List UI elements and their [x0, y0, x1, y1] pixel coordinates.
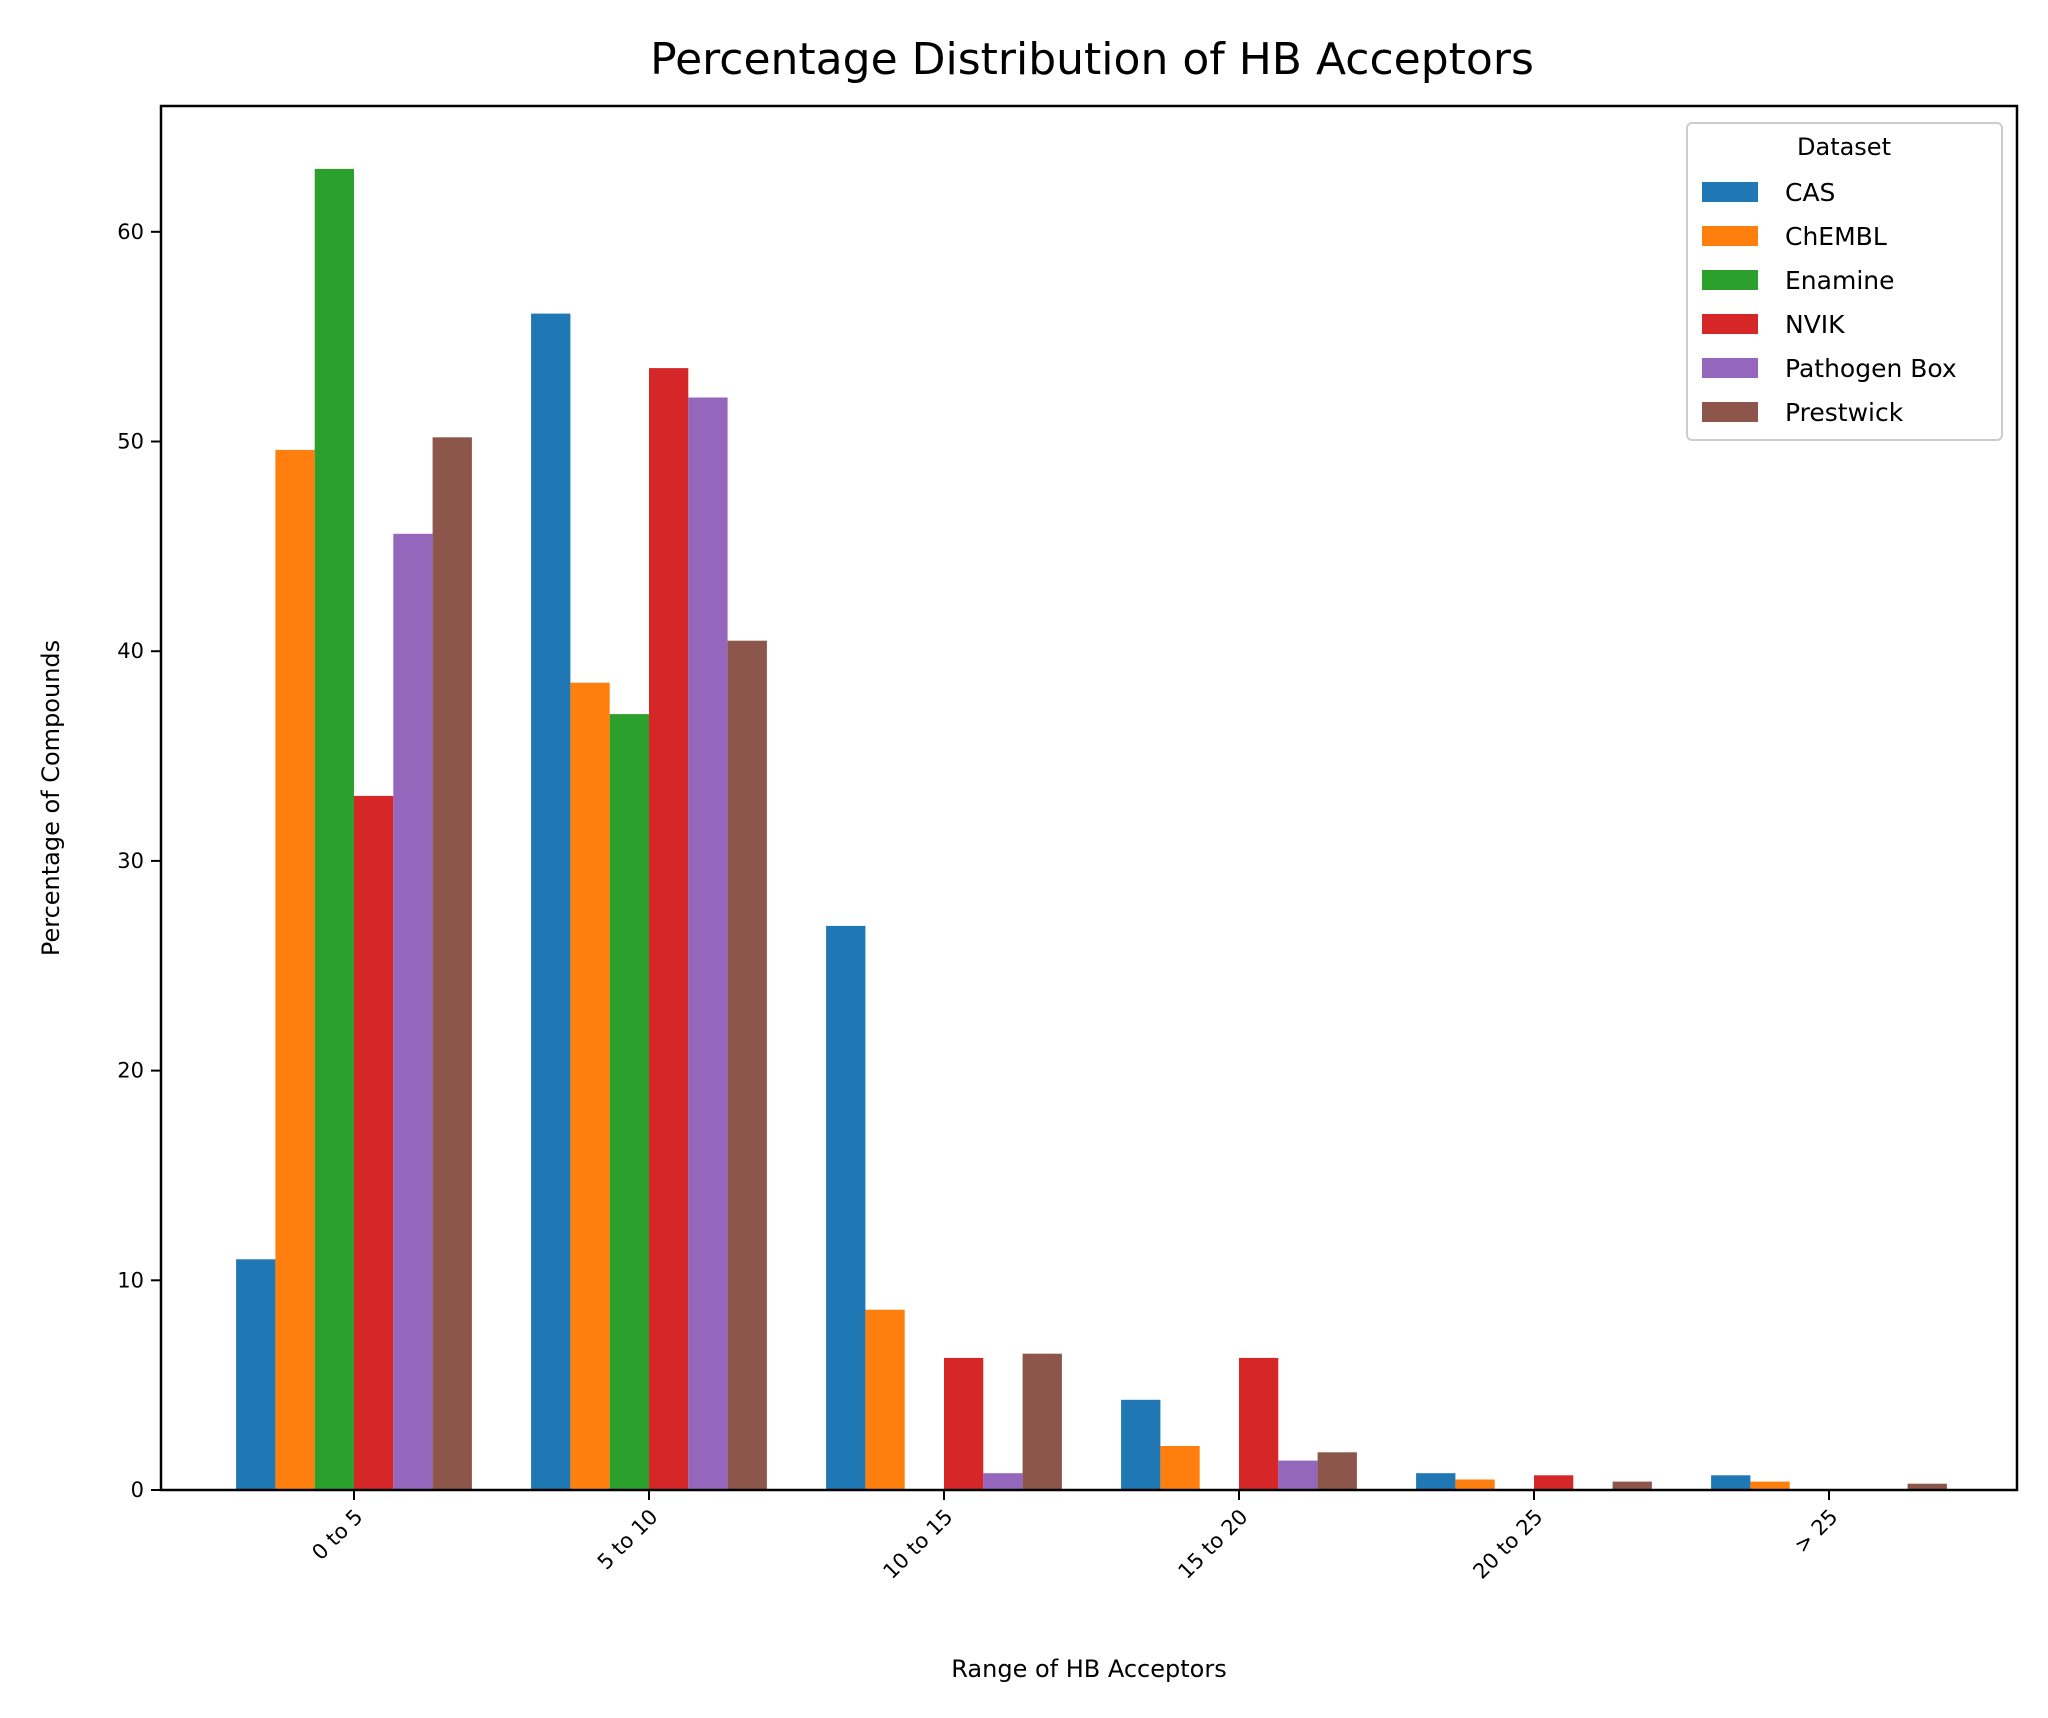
bar — [1239, 1357, 1279, 1490]
legend-swatch — [1702, 270, 1758, 290]
bar — [1121, 1399, 1161, 1490]
y-tick-label: 0 — [131, 1478, 144, 1502]
bar — [393, 533, 433, 1490]
legend-swatch — [1702, 226, 1758, 246]
bar — [1750, 1481, 1790, 1490]
bar — [1534, 1475, 1574, 1490]
bar — [314, 168, 354, 1490]
bar — [1907, 1483, 1947, 1490]
legend-label: Enamine — [1785, 266, 1895, 295]
legend-swatch — [1702, 182, 1758, 202]
bar — [354, 795, 394, 1490]
legend-box — [1686, 122, 2003, 441]
bar — [688, 397, 728, 1490]
legend-label: CAS — [1785, 178, 1835, 207]
plot-frame — [159, 104, 2019, 1492]
chart-title: Percentage Distribution of HB Acceptors — [650, 34, 1534, 85]
bar — [865, 1309, 905, 1490]
legend-label: Pathogen Box — [1785, 354, 1957, 383]
bar — [727, 640, 767, 1490]
y-axis-ticks: 0 10 20 30 40 50 60 — [117, 220, 161, 1502]
legend-swatch — [1702, 358, 1758, 378]
legend-label: ChEMBL — [1785, 222, 1887, 251]
y-tick-label: 50 — [117, 430, 144, 454]
legend-title: Dataset — [1797, 133, 1891, 161]
y-tick-label: 20 — [117, 1059, 144, 1083]
bar — [1416, 1473, 1456, 1490]
bar — [531, 313, 571, 1491]
x-axis-label: Range of HB Acceptors — [951, 1655, 1226, 1683]
y-tick-label: 30 — [117, 849, 144, 873]
bar — [236, 1259, 276, 1490]
legend-swatch — [1702, 402, 1758, 422]
y-tick-label: 40 — [117, 639, 144, 663]
legend-label: NVIK — [1785, 310, 1845, 339]
legend-swatch — [1702, 314, 1758, 334]
y-tick-label: 10 — [117, 1268, 144, 1292]
bar — [432, 437, 472, 1490]
bar — [1455, 1479, 1495, 1490]
bar — [570, 682, 610, 1490]
bar — [1317, 1452, 1357, 1490]
legend-entries: CAS ChEMBL Enamine NVIK Pathogen Box Prestwic… — [1702, 178, 1957, 427]
legend-label: Prestwick — [1785, 398, 1904, 427]
bar — [944, 1357, 984, 1490]
bar — [1278, 1460, 1318, 1490]
bar — [1612, 1481, 1652, 1490]
bar — [1711, 1475, 1751, 1490]
bar — [983, 1473, 1023, 1490]
bar — [826, 925, 866, 1490]
y-axis-label: Percentage of Compounds — [37, 640, 65, 956]
bar — [1160, 1446, 1200, 1490]
y-tick-label: 60 — [117, 220, 144, 244]
bar — [275, 449, 315, 1490]
bar — [649, 368, 689, 1491]
bars-group — [236, 168, 1947, 1491]
legend: Dataset CAS ChEMBL Enamine NVIK Pathogen Box… — [1686, 122, 2003, 441]
bar — [609, 714, 649, 1490]
bar — [1022, 1353, 1062, 1490]
